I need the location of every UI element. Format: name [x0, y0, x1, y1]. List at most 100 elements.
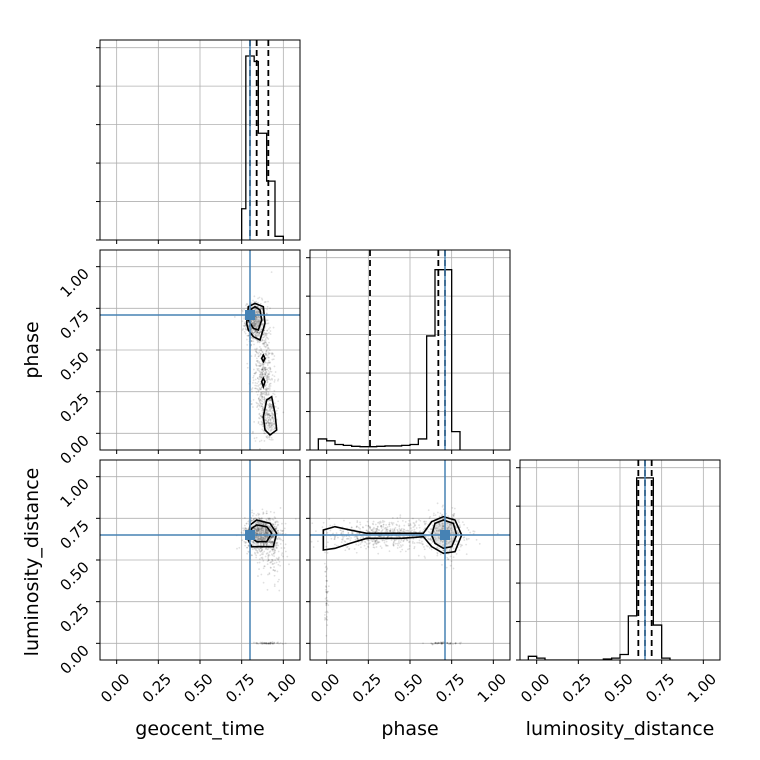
sample-point — [260, 526, 263, 529]
sample-point — [324, 588, 327, 591]
sample-point — [258, 517, 261, 520]
sample-point — [425, 536, 427, 538]
sample-point — [256, 359, 259, 362]
sample-point — [441, 545, 444, 548]
sample-point — [267, 393, 270, 396]
sample-point — [273, 551, 276, 554]
sample-point — [255, 528, 258, 531]
sample-point — [267, 424, 270, 427]
sample-point — [264, 419, 267, 422]
sample-point — [266, 308, 268, 311]
sample-point — [267, 400, 269, 402]
sample-point — [266, 412, 269, 415]
sample-point — [262, 370, 265, 372]
sample-point — [261, 342, 264, 345]
marks — [310, 460, 510, 660]
sample-point — [263, 537, 265, 539]
sample-point — [250, 302, 253, 305]
sample-point — [374, 530, 377, 533]
sample-point — [253, 527, 256, 530]
sample-point — [448, 642, 451, 645]
sample-point — [452, 537, 455, 539]
sample-point — [260, 528, 263, 531]
sample-point — [266, 529, 269, 532]
sample-point — [359, 521, 361, 524]
sample-point — [243, 317, 246, 320]
sample-point — [250, 319, 253, 322]
sample-point — [265, 351, 267, 353]
sample-point — [264, 373, 267, 376]
sample-point — [436, 551, 439, 554]
sample-point — [260, 536, 263, 539]
sample-point — [261, 392, 263, 395]
sample-point — [257, 312, 259, 315]
sample-point — [441, 563, 443, 566]
sample-point — [264, 535, 267, 538]
sample-point — [238, 546, 241, 549]
sample-point — [252, 322, 255, 324]
sample-point — [374, 540, 376, 543]
sample-point — [252, 540, 255, 543]
sample-point — [267, 361, 270, 364]
sample-point — [341, 538, 343, 541]
sample-point — [262, 406, 264, 409]
sample-point — [271, 422, 274, 425]
sample-point — [279, 529, 282, 532]
sample-point — [441, 543, 444, 546]
sample-point — [258, 528, 260, 531]
sample-point — [264, 527, 267, 530]
sample-point — [450, 524, 453, 527]
sample-point — [270, 560, 273, 563]
sample-point — [367, 524, 370, 527]
y-axis-label-luminosity_distance: luminosity_distance — [21, 468, 43, 657]
sample-point — [256, 527, 259, 530]
sample-point — [241, 539, 244, 542]
sample-point — [277, 641, 279, 644]
sample-point — [263, 343, 266, 345]
sample-point — [263, 430, 266, 433]
sample-point — [257, 403, 260, 405]
sample-point — [265, 527, 267, 530]
sample-point — [265, 352, 268, 355]
sample-point — [372, 546, 375, 549]
sample-point — [263, 342, 265, 345]
sample-point — [261, 366, 264, 369]
sample-point — [251, 554, 253, 557]
sample-point — [463, 536, 466, 539]
sample-point — [424, 557, 427, 559]
sample-point — [259, 377, 262, 379]
sample-point — [265, 409, 268, 412]
sample-point — [266, 354, 269, 357]
sample-point — [442, 525, 444, 528]
sample-point — [340, 532, 343, 535]
sample-point — [262, 537, 264, 540]
sample-point — [265, 412, 268, 415]
sample-point — [271, 416, 274, 419]
sample-point — [262, 342, 265, 345]
sample-point — [266, 531, 269, 534]
sample-point — [253, 295, 256, 298]
sample-point — [268, 332, 270, 334]
sample-point — [264, 366, 267, 369]
sample-point — [264, 542, 266, 545]
sample-point — [267, 436, 270, 439]
sample-point — [257, 333, 259, 336]
sample-point — [271, 415, 274, 417]
sample-point — [251, 322, 254, 325]
sample-point — [253, 527, 256, 530]
sample-point — [251, 432, 254, 434]
sample-point — [259, 532, 262, 535]
sample-point — [265, 361, 267, 364]
sample-point — [263, 538, 266, 540]
sample-point — [450, 642, 453, 645]
sample-point — [386, 530, 389, 533]
sample-point — [251, 321, 254, 324]
sample-point — [263, 367, 266, 370]
sample-point — [423, 522, 426, 525]
sample-point — [256, 367, 259, 370]
sample-point — [368, 535, 371, 538]
sample-point — [386, 528, 389, 531]
sample-point — [264, 555, 267, 558]
sample-point — [360, 546, 362, 549]
sample-point — [333, 523, 336, 526]
